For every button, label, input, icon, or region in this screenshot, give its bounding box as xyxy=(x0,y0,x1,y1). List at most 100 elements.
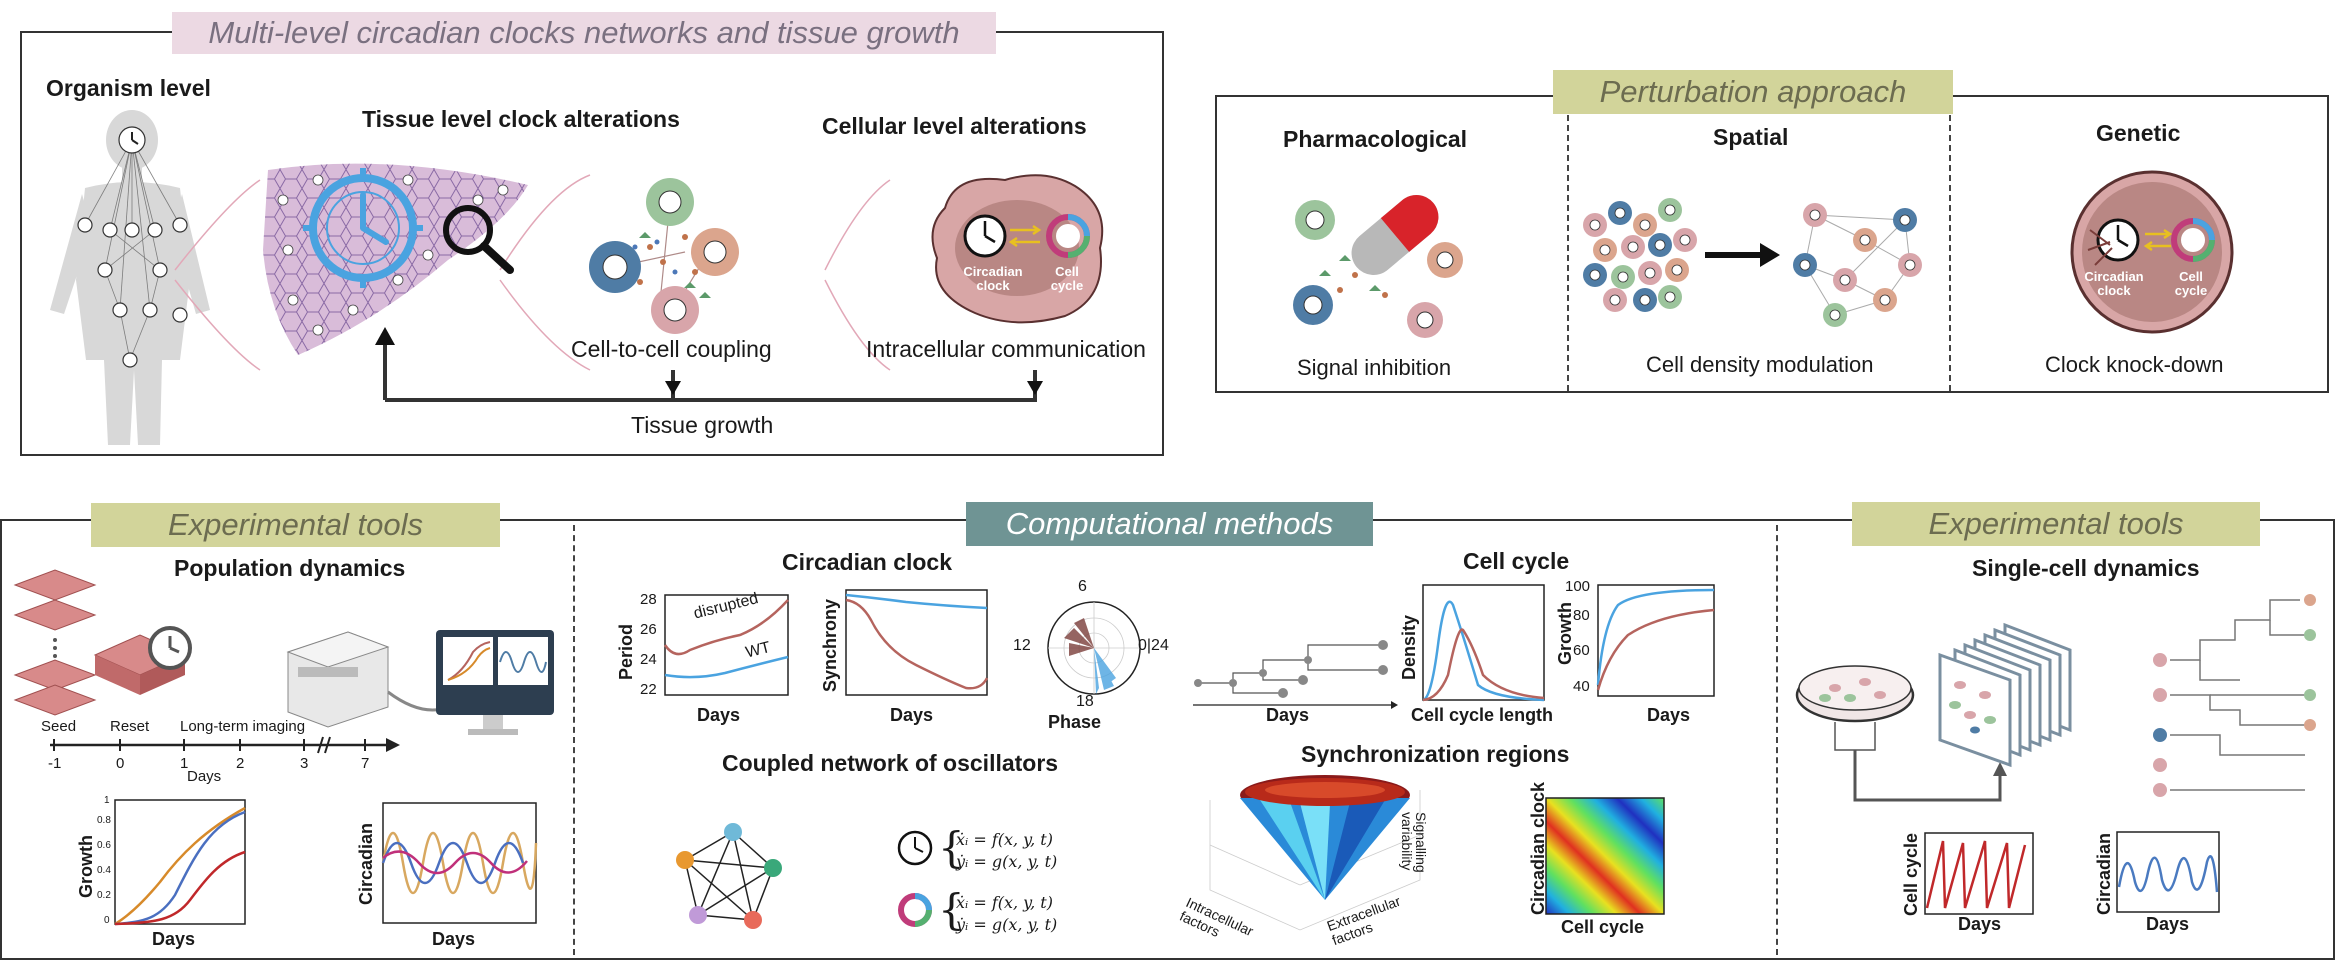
sync-heatmap xyxy=(1545,797,1665,915)
lineage-xlabel: Days xyxy=(1266,705,1310,725)
perturbation-banner: Perturbation approach xyxy=(1553,70,1953,114)
comp-growth-ytick-40: 40 xyxy=(1573,678,1590,695)
timeline-tick-7: 7 xyxy=(361,755,370,772)
comp-banner: Computational methods xyxy=(966,502,1373,546)
zoom-lines xyxy=(174,174,891,371)
cell-cell-cycle-label: Cell cycle xyxy=(1050,264,1084,293)
pharmacological-heading: Pharmacological xyxy=(1283,126,1468,152)
timeline-event-imaging: Long-term imaging xyxy=(180,718,306,735)
growth-ytick-3: 0.6 xyxy=(97,840,111,851)
phase-xlabel: Phase xyxy=(1048,712,1102,732)
equation-x-2: ẋᵢ = f(x, y, t) xyxy=(956,893,1053,912)
phase-rose-plot xyxy=(1047,601,1141,695)
circadian-clock-heading: Circadian clock xyxy=(782,549,953,575)
dish-microscope-figure xyxy=(1795,665,2007,802)
growth-xlabel: Days xyxy=(152,929,196,949)
plates-stack-figure xyxy=(13,569,97,716)
population-growth-plot xyxy=(114,799,246,926)
exp-left-banner: Experimental tools xyxy=(91,503,500,547)
timeline-xlabel: Days xyxy=(187,768,222,785)
comp-growth-ytick-100: 100 xyxy=(1565,578,1591,595)
sync-regions-surface xyxy=(1209,775,1421,931)
oscillator-network-figure xyxy=(676,823,782,929)
knockdown-cellcycle-label: Cell cycle xyxy=(2174,269,2208,298)
tissue-growth-caption: Tissue growth xyxy=(631,412,774,438)
density-ylabel: Density xyxy=(1399,614,1419,680)
image-stack-figure xyxy=(1938,622,2072,768)
cell-coupling-figure xyxy=(589,178,739,334)
phase-label-12: 12 xyxy=(1013,637,1031,654)
synchrony-plot xyxy=(845,589,989,696)
single-cell-lineage-figure xyxy=(2153,594,2316,797)
period-ytick-22: 22 xyxy=(640,681,657,698)
knockdown-circadian-label: Circadian clock xyxy=(2084,269,2144,298)
methods-divider-right xyxy=(1776,525,1778,955)
synchrony-xlabel: Days xyxy=(890,705,934,725)
comp-growth-ylabel: Growth xyxy=(1555,602,1575,665)
signal-inhibition-caption: Signal inhibition xyxy=(1297,355,1452,380)
timeline-tick-2: 2 xyxy=(236,755,245,772)
methods-divider-left xyxy=(573,525,575,955)
pill-cells-figure xyxy=(1293,195,1463,338)
period-ytick-24: 24 xyxy=(640,651,657,668)
comp-growth-xlabel: Days xyxy=(1647,705,1691,725)
period-plot xyxy=(663,594,789,696)
knockdown-cell-figure xyxy=(2070,170,2234,334)
timeline-tick--1: -1 xyxy=(48,755,62,772)
timeline-tick-0: 0 xyxy=(116,755,125,772)
period-xlabel: Days xyxy=(697,705,741,725)
tissue-growth-banner: Multi-level circadian clocks networks an… xyxy=(172,12,996,54)
perturbation-divider-2 xyxy=(1949,115,1951,391)
growth-ytick-0: 0 xyxy=(104,915,110,926)
period-ylabel: Period xyxy=(616,623,636,680)
density-xlabel: Cell cycle length xyxy=(1411,705,1554,725)
circadian-xlabel-left: Days xyxy=(432,929,476,949)
perturbation-divider-1 xyxy=(1567,115,1569,391)
cell-clock-figure xyxy=(931,174,1104,324)
tissue-growth-arrows xyxy=(375,327,1043,402)
synchrony-ylabel: Synchrony xyxy=(820,598,840,692)
timeline-axis xyxy=(50,736,400,754)
equation-brace-1: { xyxy=(938,823,965,872)
tissue-level-heading: Tissue level clock alterations xyxy=(362,106,680,132)
comp-growth-plot xyxy=(1596,584,1715,697)
single-cycle-ylabel: Cell cycle xyxy=(1901,832,1921,916)
single-circadian-ylabel: Circadian xyxy=(2094,832,2114,915)
equation-x-1: ẋᵢ = f(x, y, t) xyxy=(956,830,1053,849)
equation-y-1: ẏᵢ = g(x, y, t) xyxy=(956,852,1058,871)
single-cell-cycle-plot xyxy=(1924,832,2034,915)
heatmap-ylabel: Circadian clock xyxy=(1528,781,1548,915)
growth-ytick-2: 0.4 xyxy=(97,865,111,876)
growth-ytick-1: 0.2 xyxy=(97,890,111,901)
phase-label-18: 18 xyxy=(1076,693,1094,710)
circadian-ylabel-left: Circadian xyxy=(356,822,376,905)
cell-circadian-clock-label: Circadian clock xyxy=(963,264,1023,293)
phase-label-0-24: 0|24 xyxy=(1138,637,1169,654)
equation-y-2: ẏᵢ = g(x, y, t) xyxy=(956,915,1058,934)
cycle-eq-icon xyxy=(898,893,932,927)
comp-growth-ytick-60: 60 xyxy=(1573,642,1590,659)
growth-ytick-5: 1 xyxy=(104,795,110,806)
single-cell-heading: Single-cell dynamics xyxy=(1972,555,2200,581)
coupled-network-heading: Coupled network of oscillators xyxy=(722,750,1059,776)
genetic-heading: Genetic xyxy=(2096,120,2181,146)
organism-level-heading: Organism level xyxy=(46,75,211,101)
reset-plate-figure xyxy=(93,626,192,695)
population-dynamics-heading: Population dynamics xyxy=(174,555,406,581)
sync-regions-heading: Synchronization regions xyxy=(1301,741,1570,767)
growth-ylabel: Growth xyxy=(76,835,96,898)
single-circadian-xlabel: Days xyxy=(2146,914,2190,934)
period-ytick-28: 28 xyxy=(640,591,657,608)
imaging-device-figure xyxy=(286,630,554,735)
timeline-tick-3: 3 xyxy=(300,755,309,772)
spatial-heading: Spatial xyxy=(1713,124,1789,150)
timeline-tick-1: 1 xyxy=(180,755,189,772)
period-ytick-26: 26 xyxy=(640,621,657,638)
exp-right-banner: Experimental tools xyxy=(1852,502,2260,546)
timeline-event-seed: Seed xyxy=(41,718,77,735)
phase-label-6: 6 xyxy=(1078,578,1087,595)
liver-tissue-figure xyxy=(263,163,528,355)
lineage-tree-plot xyxy=(1193,640,1398,709)
comp-growth-ytick-80: 80 xyxy=(1573,607,1590,624)
knockdown-caption: Clock knock-down xyxy=(2045,352,2224,377)
